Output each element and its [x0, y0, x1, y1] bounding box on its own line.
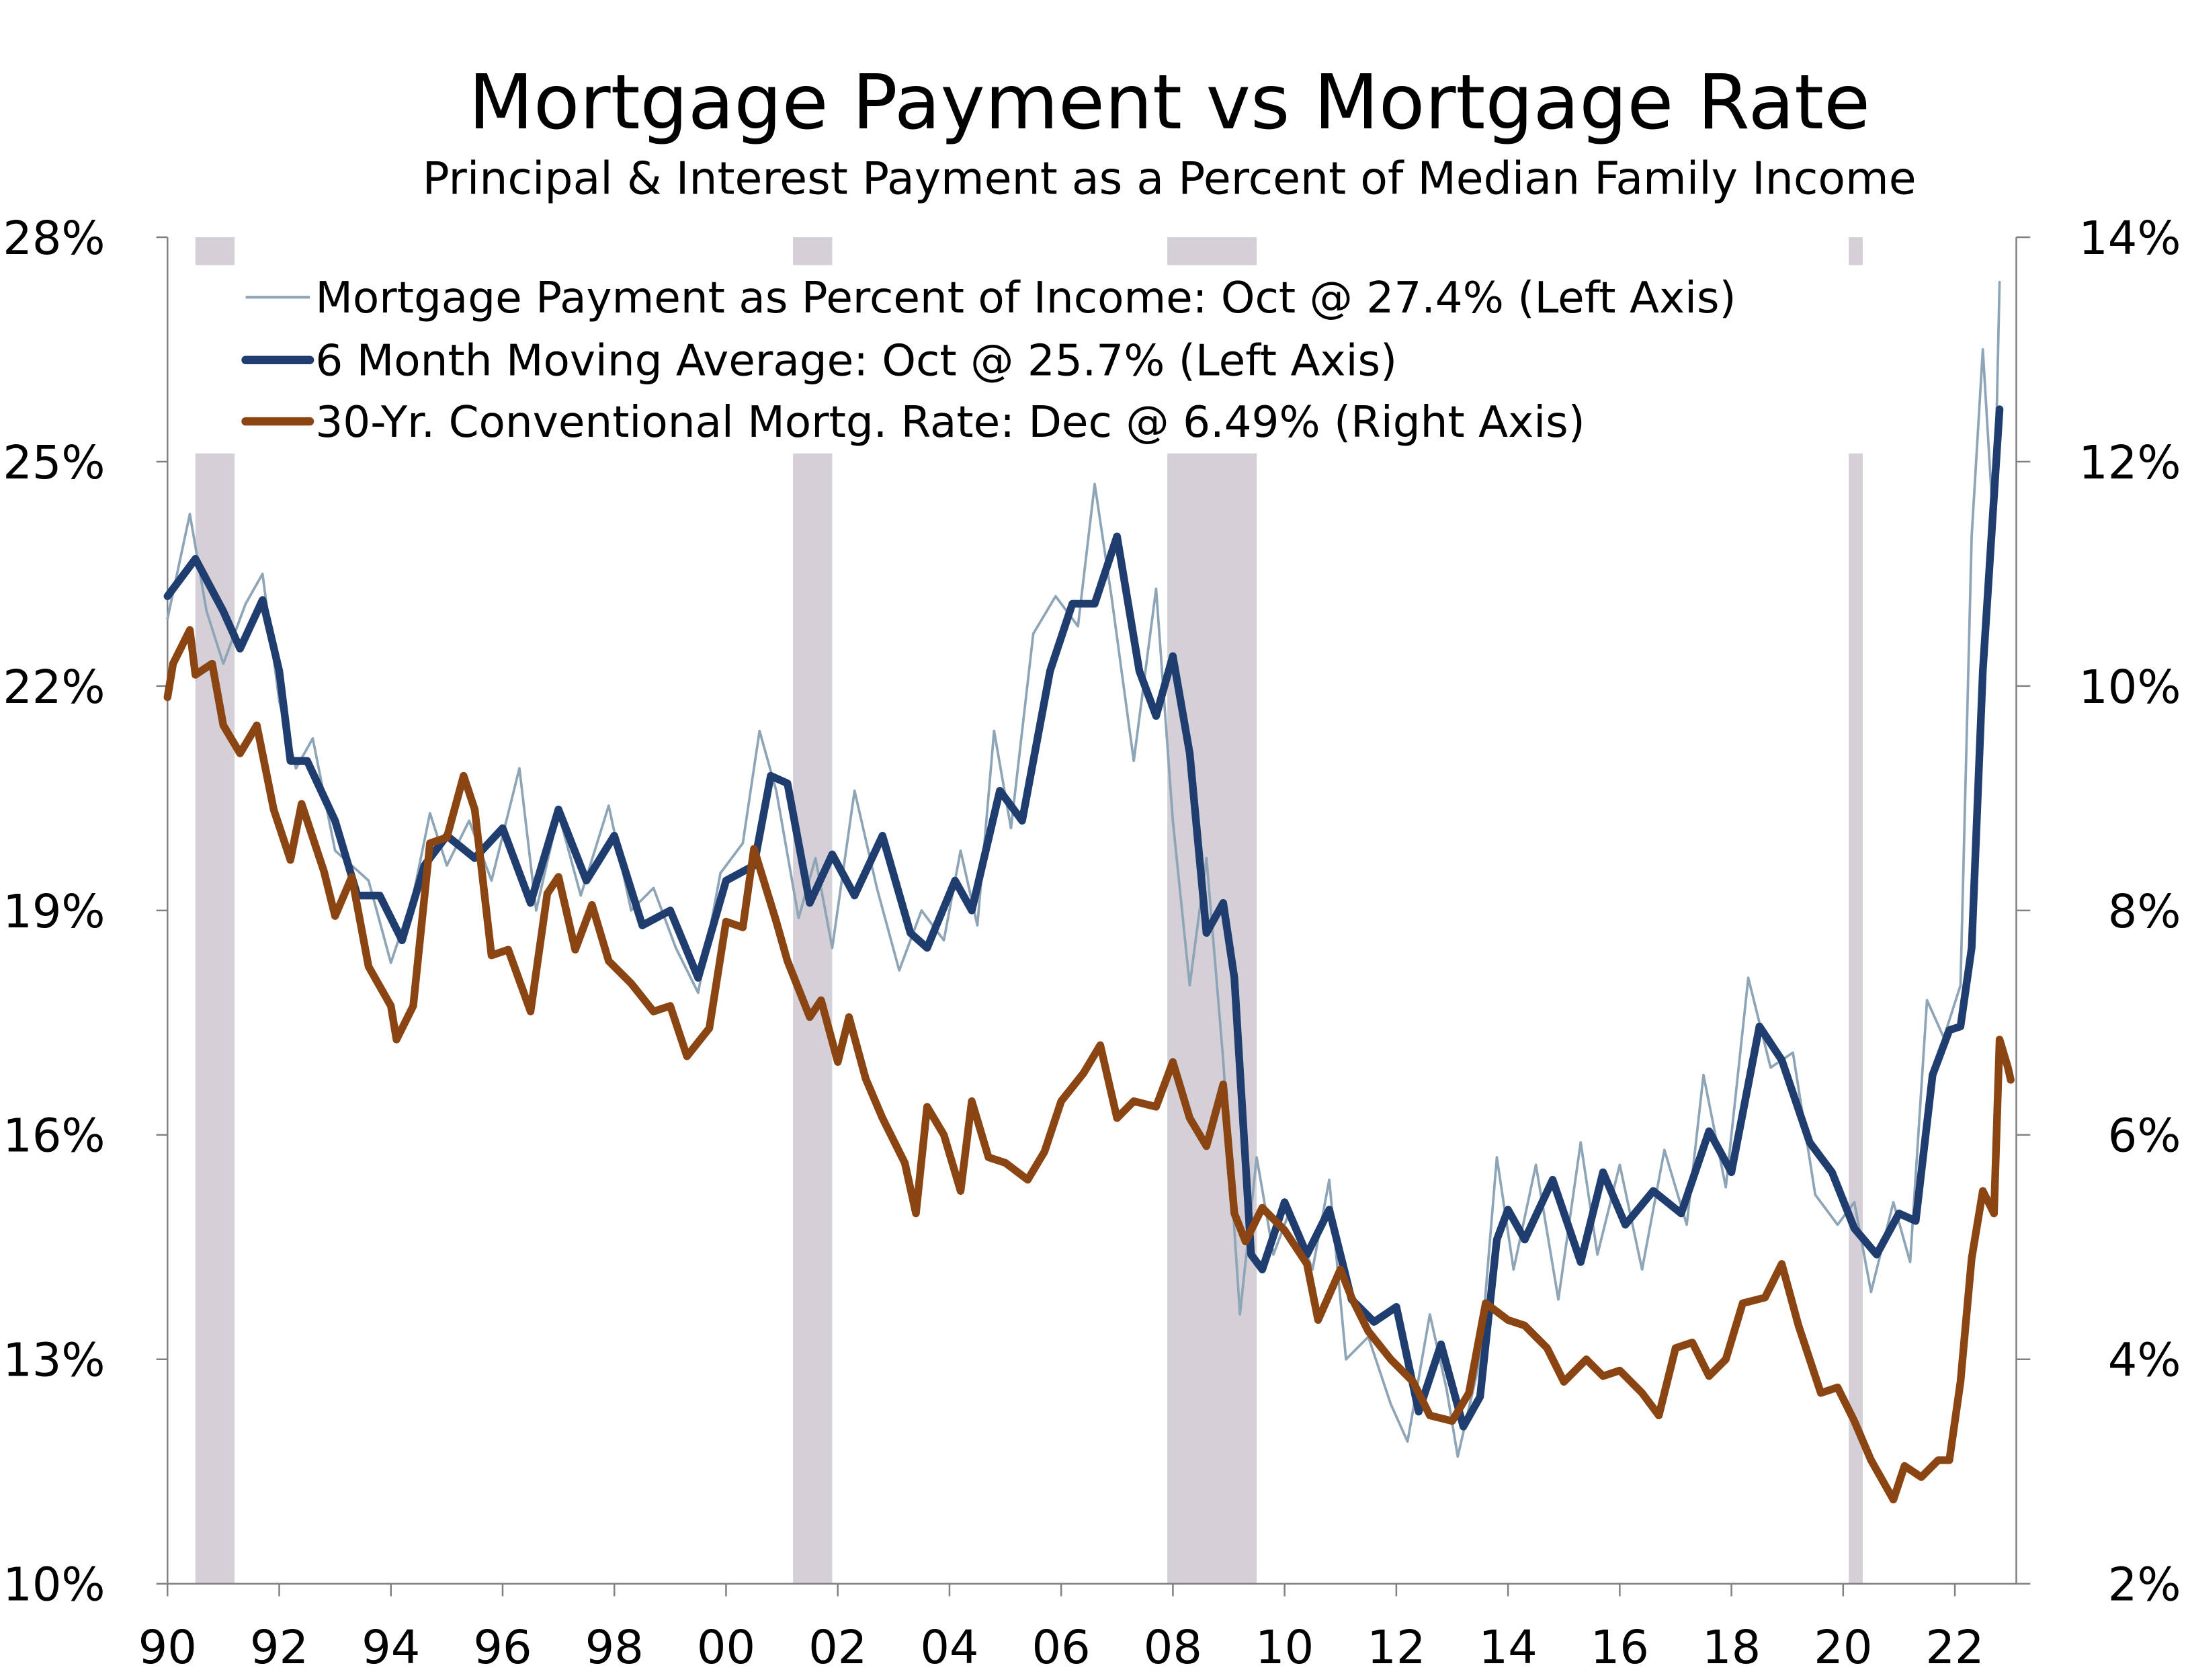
right-tick-label: 6% — [2108, 1109, 2181, 1163]
left-tick-label: 13% — [3, 1334, 105, 1388]
recession-band — [195, 237, 235, 265]
recession-band — [1167, 237, 1257, 265]
left-tick-label: 10% — [3, 1558, 105, 1612]
right-tick-label: 8% — [2108, 885, 2181, 939]
moving-average-line — [163, 405, 2004, 1431]
chart-subtitle: Principal & Interest Payment as a Percen… — [423, 153, 1917, 205]
x-tick-label: 06 — [1032, 1621, 1091, 1675]
recession-band — [195, 453, 235, 1584]
legend: Mortgage Payment as Percent of Income: O… — [241, 273, 1736, 448]
legend-label-rate: 30-Yr. Conventional Mortg. Rate: Dec @ 6… — [315, 397, 1585, 448]
recession-band — [793, 237, 833, 265]
legend-label-payment: Mortgage Payment as Percent of Income: O… — [315, 273, 1736, 323]
right-tick-label: 10% — [2078, 661, 2181, 714]
x-tick-label: 94 — [362, 1621, 420, 1675]
legend-label-moving-average: 6 Month Moving Average: Oct @ 25.7% (Lef… — [315, 336, 1397, 386]
left-tick-label: 16% — [3, 1109, 105, 1163]
x-tick-label: 92 — [250, 1621, 308, 1675]
x-tick-label: 96 — [473, 1621, 532, 1675]
chart-title: Mortgage Payment vs Mortgage Rate — [468, 59, 1870, 146]
right-tick-label: 12% — [2078, 436, 2181, 490]
right-tick-label: 2% — [2108, 1558, 2181, 1612]
x-tick-label: 00 — [697, 1621, 755, 1675]
x-tick-label: 02 — [808, 1621, 867, 1675]
x-tick-label: 04 — [920, 1621, 978, 1675]
right-tick-label: 14% — [2078, 212, 2181, 265]
payment-percent-line — [166, 280, 2001, 1458]
recession-bands — [195, 237, 1863, 1584]
recession-band — [1167, 453, 1257, 1584]
x-tick-label: 22 — [1925, 1621, 1984, 1675]
x-tick-label: 10 — [1255, 1621, 1314, 1675]
recession-band — [1849, 453, 1863, 1584]
series-lines — [163, 280, 2015, 1504]
x-tick-label: 14 — [1479, 1621, 1538, 1675]
x-tick-label: 08 — [1144, 1621, 1202, 1675]
left-tick-label: 19% — [3, 885, 105, 939]
x-tick-label: 18 — [1702, 1621, 1761, 1675]
x-tick-label: 16 — [1591, 1621, 1649, 1675]
mortgage-rate-line — [163, 626, 2015, 1504]
x-tick-label: 12 — [1367, 1621, 1425, 1675]
left-tick-label: 22% — [3, 661, 105, 714]
recession-band — [1849, 237, 1863, 265]
right-tick-label: 4% — [2108, 1334, 2181, 1388]
left-tick-label: 28% — [3, 212, 105, 265]
axes: 10% 13% 16% 19% 22% 25% 28% 2% 4% 6% 8% 10% 12% 14% 90… — [3, 212, 2181, 1675]
left-tick-label: 25% — [3, 436, 105, 490]
x-tick-label: 90 — [138, 1621, 197, 1675]
x-tick-label: 98 — [585, 1621, 644, 1675]
x-tick-label: 20 — [1814, 1621, 1872, 1675]
